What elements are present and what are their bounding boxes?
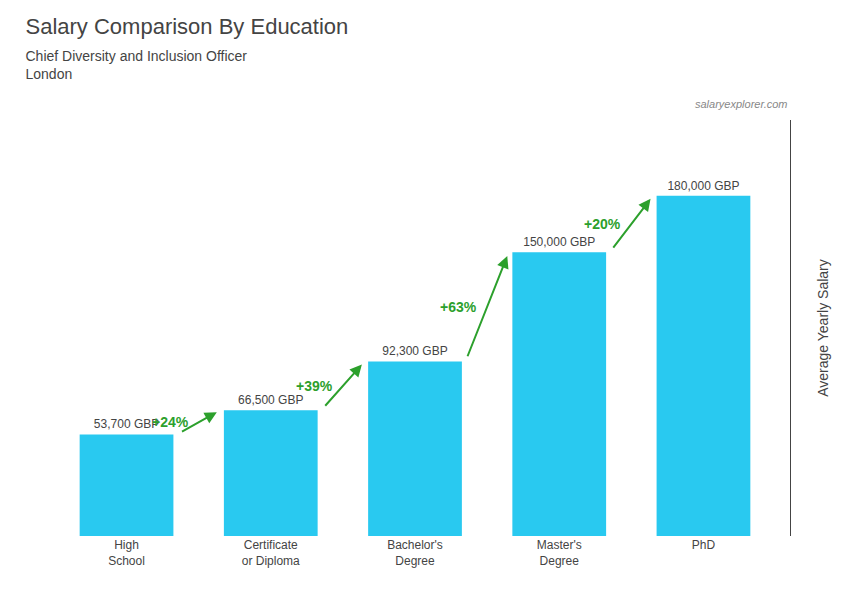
svg-text:53,700 GBP: 53,700 GBP bbox=[94, 417, 159, 431]
svg-text:+39%: +39% bbox=[296, 378, 333, 394]
svg-text:+20%: +20% bbox=[584, 216, 621, 232]
svg-text:Salary Comparison By Education: Salary Comparison By Education bbox=[26, 14, 349, 39]
svg-text:Chief Diversity and Inclusion: Chief Diversity and Inclusion OfficerLon… bbox=[26, 48, 248, 82]
svg-text:+63%: +63% bbox=[440, 299, 477, 315]
svg-text:Average Yearly Salary: Average Yearly Salary bbox=[815, 259, 831, 397]
svg-text:150,000 GBP: 150,000 GBP bbox=[523, 235, 595, 249]
svg-text:HighSchool: HighSchool bbox=[108, 538, 145, 568]
svg-text:Master'sDegree: Master'sDegree bbox=[537, 538, 582, 568]
svg-text:PhD: PhD bbox=[692, 538, 716, 552]
svg-text:Bachelor'sDegree: Bachelor'sDegree bbox=[387, 538, 443, 568]
svg-text:180,000 GBP: 180,000 GBP bbox=[667, 179, 739, 193]
svg-text:+24%: +24% bbox=[152, 414, 189, 430]
svg-text:salaryexplorer.com: salaryexplorer.com bbox=[695, 98, 788, 110]
svg-text:Certificateor Diploma: Certificateor Diploma bbox=[242, 538, 300, 568]
svg-text:92,300 GBP: 92,300 GBP bbox=[382, 344, 447, 358]
svg-text:66,500 GBP: 66,500 GBP bbox=[238, 393, 303, 407]
